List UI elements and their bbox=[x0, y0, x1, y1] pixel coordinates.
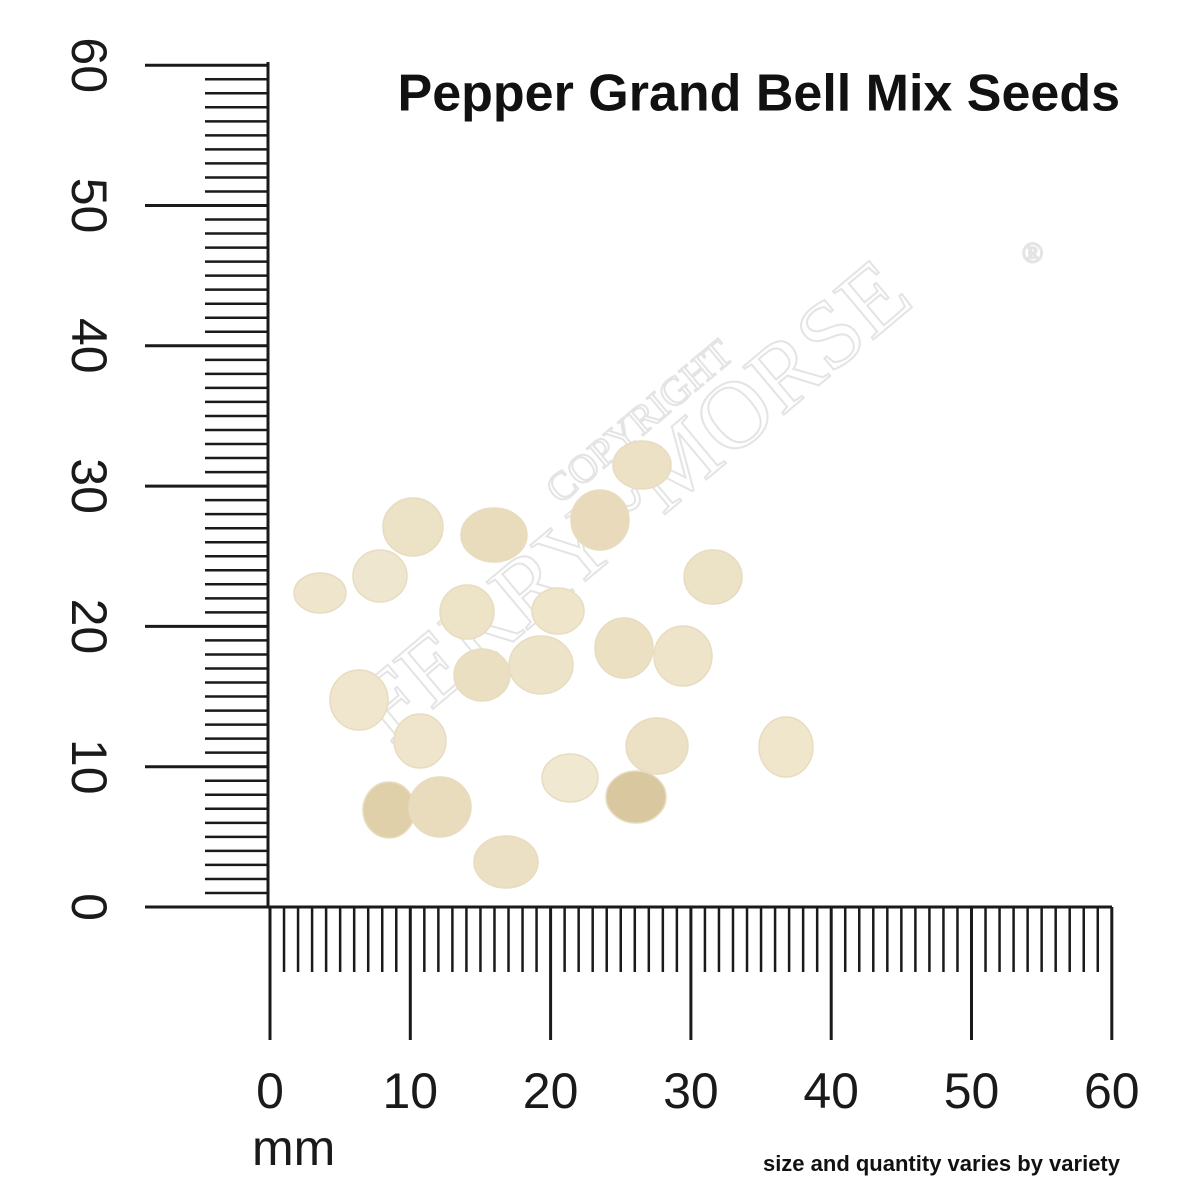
vertical-ruler-label: 50 bbox=[61, 178, 117, 234]
seed bbox=[352, 549, 408, 603]
seed bbox=[605, 770, 667, 824]
horizontal-ruler-label: 40 bbox=[803, 1063, 859, 1119]
seed bbox=[439, 584, 495, 640]
vertical-ruler-label: 10 bbox=[61, 739, 117, 795]
horizontal-ruler-label: 60 bbox=[1084, 1063, 1140, 1119]
seed bbox=[473, 835, 539, 889]
horizontal-ruler-label: 0 bbox=[256, 1063, 284, 1119]
horizontal-ruler-label: 50 bbox=[944, 1063, 1000, 1119]
seed bbox=[612, 440, 672, 490]
horizontal-ruler-label: 30 bbox=[663, 1063, 719, 1119]
seed bbox=[329, 669, 389, 731]
seed bbox=[758, 716, 814, 778]
footnote: size and quantity varies by variety bbox=[763, 1151, 1121, 1176]
seed bbox=[393, 713, 447, 769]
vertical-ruler-label: 30 bbox=[61, 458, 117, 514]
rulers bbox=[145, 62, 1114, 1040]
seed bbox=[531, 587, 585, 635]
seed bbox=[541, 753, 599, 803]
vertical-ruler-label: 20 bbox=[61, 599, 117, 655]
title: Pepper Grand Bell Mix Seeds bbox=[398, 65, 1120, 123]
watermark-mark: ® bbox=[1022, 238, 1043, 269]
horizontal-ruler-label: 20 bbox=[523, 1063, 579, 1119]
seed bbox=[594, 617, 654, 679]
seeds bbox=[293, 440, 814, 889]
unit-label: mm bbox=[252, 1120, 335, 1176]
seed bbox=[683, 549, 743, 605]
seed bbox=[293, 572, 347, 614]
vertical-ruler-label: 0 bbox=[61, 893, 117, 921]
seed bbox=[362, 781, 416, 839]
seed bbox=[453, 648, 511, 702]
seed bbox=[460, 507, 528, 563]
seed bbox=[570, 489, 630, 551]
seed bbox=[625, 717, 689, 775]
seed bbox=[382, 497, 444, 557]
seed bbox=[508, 635, 574, 695]
vertical-ruler-label: 60 bbox=[61, 37, 117, 93]
horizontal-ruler-label: 10 bbox=[382, 1063, 438, 1119]
seed bbox=[653, 625, 713, 687]
vertical-ruler-label: 40 bbox=[61, 318, 117, 374]
seed bbox=[408, 776, 472, 838]
